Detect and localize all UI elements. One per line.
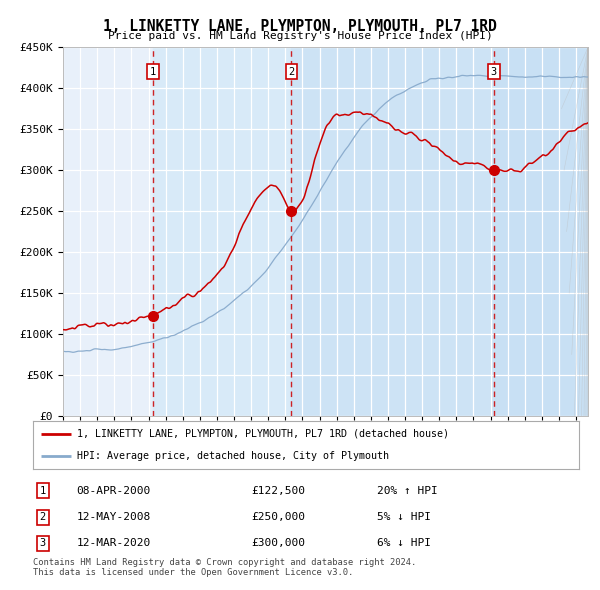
Bar <box>153 47 292 416</box>
Text: 6% ↓ HPI: 6% ↓ HPI <box>377 539 431 549</box>
Text: 12-MAY-2008: 12-MAY-2008 <box>77 512 151 522</box>
Text: Contains HM Land Registry data © Crown copyright and database right 2024.
This d: Contains HM Land Registry data © Crown c… <box>33 558 416 577</box>
Text: 3: 3 <box>491 67 497 77</box>
Text: 5% ↓ HPI: 5% ↓ HPI <box>377 512 431 522</box>
Text: 1, LINKETTY LANE, PLYMPTON, PLYMOUTH, PL7 1RD: 1, LINKETTY LANE, PLYMPTON, PLYMOUTH, PL… <box>103 19 497 34</box>
Text: £300,000: £300,000 <box>251 539 305 549</box>
Text: 08-APR-2000: 08-APR-2000 <box>77 486 151 496</box>
Text: 3: 3 <box>40 539 46 549</box>
Text: £122,500: £122,500 <box>251 486 305 496</box>
Text: 2: 2 <box>40 512 46 522</box>
Text: 1, LINKETTY LANE, PLYMPTON, PLYMOUTH, PL7 1RD (detached house): 1, LINKETTY LANE, PLYMPTON, PLYMOUTH, PL… <box>77 429 449 439</box>
Text: 2: 2 <box>289 67 295 77</box>
Bar <box>63 47 153 416</box>
Bar <box>292 47 494 416</box>
Text: £250,000: £250,000 <box>251 512 305 522</box>
Bar <box>494 47 588 416</box>
Text: Price paid vs. HM Land Registry's House Price Index (HPI): Price paid vs. HM Land Registry's House … <box>107 31 493 41</box>
Text: HPI: Average price, detached house, City of Plymouth: HPI: Average price, detached house, City… <box>77 451 389 461</box>
Text: 20% ↑ HPI: 20% ↑ HPI <box>377 486 438 496</box>
Text: 1: 1 <box>40 486 46 496</box>
Text: 1: 1 <box>150 67 156 77</box>
Text: 12-MAR-2020: 12-MAR-2020 <box>77 539 151 549</box>
